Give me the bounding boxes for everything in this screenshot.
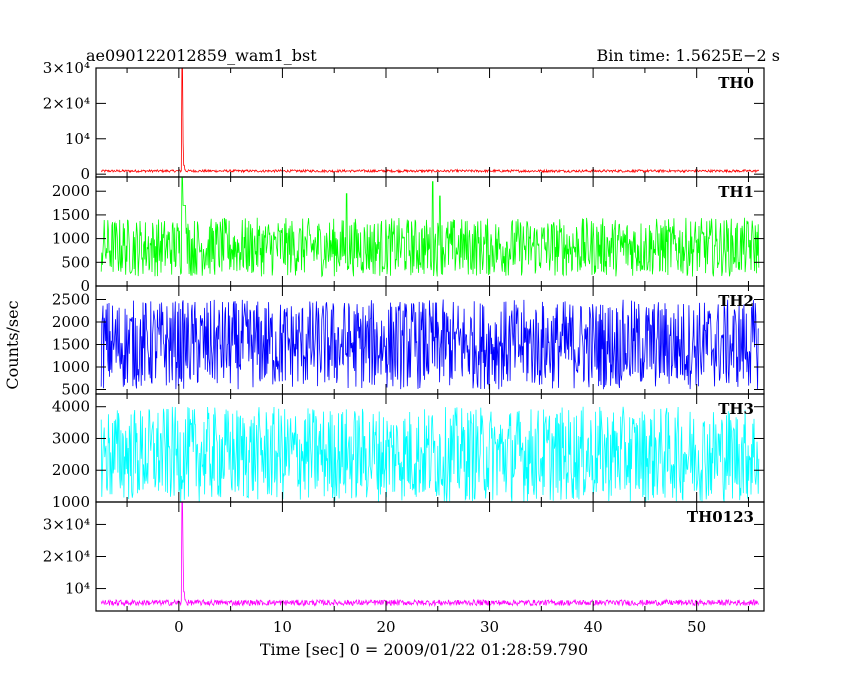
- series-th0123: [100, 502, 759, 607]
- y-tick-label: 1000: [52, 230, 90, 248]
- y-tick-label: 1000: [52, 358, 90, 376]
- bin-time-label: Bin time: 1.5625E−2 s: [597, 46, 780, 65]
- y-tick-label: 2000: [52, 182, 90, 200]
- y-tick-label: 10⁴: [65, 130, 90, 148]
- x-tick-label: 40: [584, 618, 603, 636]
- x-tick-label: 10: [273, 618, 292, 636]
- y-tick-label: 1500: [52, 336, 90, 354]
- y-tick-label: 4000: [52, 398, 90, 416]
- x-tick-label: 20: [376, 618, 395, 636]
- x-tick-label: 50: [687, 618, 706, 636]
- y-tick-label: 0: [80, 165, 90, 183]
- panel-label: TH1: [718, 183, 754, 201]
- panel-th0123: 10⁴ 2×10⁴ 3×10⁴ TH0123 0 10 20 30 40 50: [43, 501, 765, 636]
- y-tick-label: 2×10⁴: [43, 94, 90, 112]
- y-tick-label: 3×10⁴: [43, 59, 90, 77]
- panel-label: TH3: [718, 400, 754, 418]
- panel-th0: 0 10⁴ 2×10⁴ 3×10⁴ TH0: [43, 59, 765, 183]
- y-tick-label: 500: [61, 253, 90, 271]
- y-tick-label: 2×10⁴: [43, 548, 90, 566]
- panel-label: TH0123: [687, 508, 754, 526]
- y-tick-label: 500: [61, 381, 90, 399]
- panel-th1: 0 500 1000 1500 2000 TH1: [52, 176, 765, 295]
- panel-th3: 1000 2000 3000 4000 TH3: [52, 393, 765, 511]
- x-axis-label: Time [sec] 0 = 2009/01/22 01:28:59.790: [260, 640, 588, 659]
- y-tick-label: 3×10⁴: [43, 515, 90, 533]
- y-tick-label: 2000: [52, 461, 90, 479]
- x-tick-label: 0: [174, 618, 184, 636]
- series-th1: [100, 177, 760, 278]
- y-tick-label: 3000: [52, 429, 90, 447]
- y-tick-label: 0: [80, 277, 90, 295]
- panel-label: TH2: [718, 292, 754, 310]
- panel-label: TH0: [718, 74, 754, 92]
- series-th2: [100, 299, 759, 390]
- chart-title: ae090122012859_wam1_bst: [86, 46, 317, 65]
- y-tick-label: 2500: [52, 291, 90, 309]
- panel-frame: [95, 501, 765, 612]
- y-tick-label: 1500: [52, 206, 90, 224]
- panel-th2: 500 1000 1500 2000 2500 TH2: [52, 285, 765, 399]
- panel-frame: [95, 67, 765, 178]
- series-th0: [100, 68, 760, 174]
- x-tick-label: 30: [480, 618, 499, 636]
- y-tick-label: 2000: [52, 313, 90, 331]
- y-tick-label: 1000: [52, 493, 90, 511]
- y-axis-label: Counts/sec: [3, 300, 22, 389]
- y-tick-label: 10⁴: [65, 580, 90, 598]
- series-th3: [100, 406, 760, 502]
